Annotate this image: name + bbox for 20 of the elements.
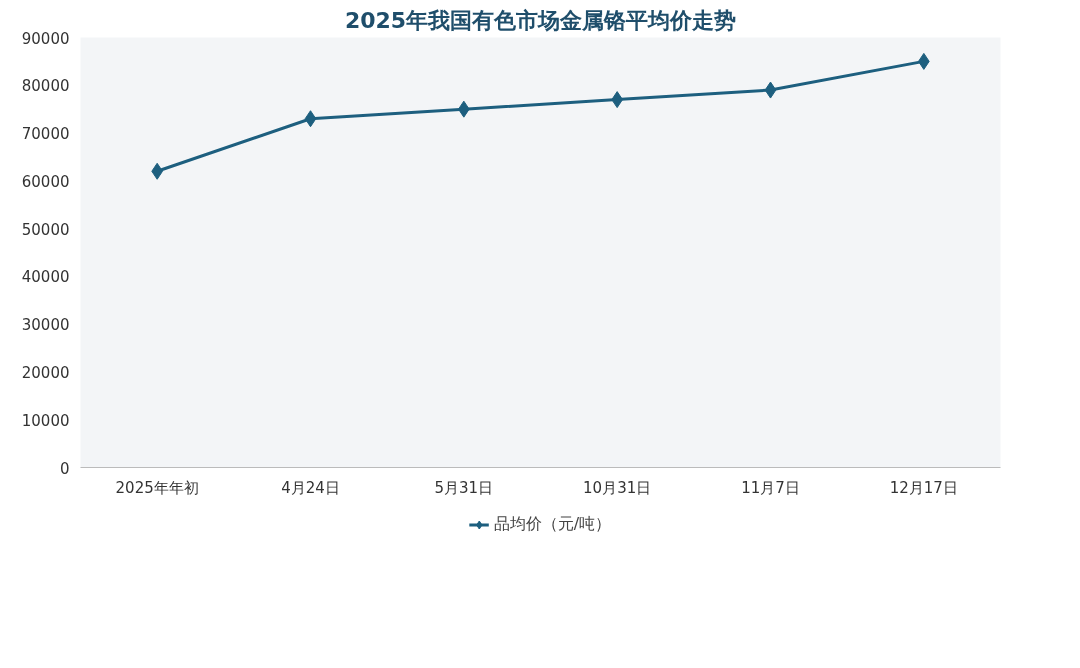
x-tick-label: 4月24日: [281, 478, 340, 497]
y-tick-label: 10000: [21, 411, 70, 430]
x-tick-label: 12月17日: [889, 478, 958, 497]
chart-title: 2025年我国有色市场金属铬平均价走势: [344, 7, 737, 33]
x-tick-label: 2025年年初: [115, 478, 199, 497]
point: [764, 81, 777, 99]
x-tick-label: 5月31日: [434, 478, 494, 497]
y-tick-label: 50000: [21, 220, 70, 239]
y-tick-label: 90000: [21, 29, 70, 48]
x-tick-label: 11月7日: [741, 478, 800, 497]
point: [304, 110, 317, 128]
y-tick-label: 40000: [21, 268, 70, 287]
y-tick-label: 70000: [21, 125, 70, 144]
y-tick-label: 0: [59, 459, 70, 478]
legend-label: 品均价（元/吨）: [493, 513, 612, 535]
x-tick-label: 10月31日: [583, 478, 652, 497]
y-tick-label: 30000: [21, 316, 70, 335]
y-tick-label: 60000: [21, 172, 70, 191]
y-tick-label: 20000: [21, 363, 70, 382]
y-tick-label: 80000: [21, 77, 70, 96]
